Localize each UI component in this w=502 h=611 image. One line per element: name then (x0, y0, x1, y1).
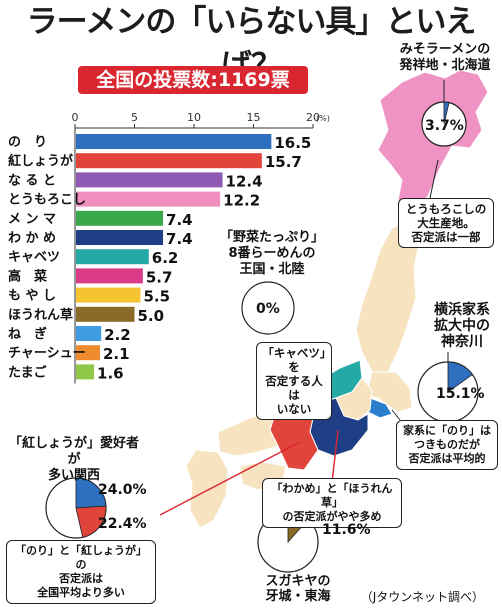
source-note: （Jタウンネット調べ） (360, 590, 484, 604)
value-label: 12.4 (226, 172, 263, 190)
kanagawa-pie (417, 361, 479, 423)
category-label: 高 菜 (8, 268, 47, 284)
category-label: とうもろこし (8, 193, 86, 208)
kanagawa-note: 家系に「のり」は つきものだが 否定派は平均的 (396, 420, 498, 470)
x-tick-label: 5 (131, 111, 138, 124)
bar (76, 230, 164, 245)
value-label: 7.4 (166, 230, 193, 248)
value-label: 6.2 (152, 249, 179, 267)
hokuriku-note: 「キャベツ」を 否定する人は いない (256, 342, 332, 420)
x-tick-label: 0 (72, 111, 79, 124)
bar-chart-axis: 0 5 10 15 20(%) (72, 111, 330, 384)
category-label: ね ぎ (8, 326, 47, 342)
category-label: 紅しょうが (8, 153, 73, 169)
kanagawa-label: 横浜家系 拡大中の 神奈川 (434, 302, 490, 350)
category-label: の り (8, 135, 47, 150)
bar (76, 153, 262, 169)
bar (76, 306, 135, 322)
value-label: 16.5 (274, 134, 311, 152)
value-label: 5.0 (138, 307, 165, 325)
bar (76, 326, 102, 341)
category-label: も や し (8, 289, 56, 304)
hokkaido-pct: 3.7% (425, 118, 464, 134)
category-label: ほうれん草 (8, 307, 73, 323)
bar (76, 249, 149, 265)
value-label: 15.7 (265, 153, 302, 171)
hokuriku-label: 「野菜たっぷり」 8番らーめんの 王国・北陸 (219, 230, 324, 277)
tokai-pct: 11.6% (322, 522, 371, 538)
kansai-note: 「のり」と「紅しょうが」の 否定派は 全国平均より多い (6, 540, 156, 604)
bar (76, 134, 272, 149)
value-label: 12.2 (223, 192, 260, 210)
map-kyushu (185, 449, 229, 529)
hokuriku-pct: 0% (256, 301, 280, 317)
kansai-pct-nori: 24.0% (98, 482, 147, 498)
hokkaido-pie-slice (443, 101, 450, 125)
bar (76, 287, 141, 303)
bar (76, 364, 95, 380)
hokkaido-pie (421, 101, 467, 147)
chart-title-banner: 全国の投票数:1169票 (78, 66, 308, 94)
bar (76, 268, 143, 284)
bar (76, 345, 100, 361)
x-tick-label: 10 (187, 111, 201, 124)
kansai-pie-slice (75, 477, 107, 509)
category-label: メ ン マ (8, 212, 56, 227)
value-label: 1.6 (97, 364, 124, 382)
hokuriku-pie-base (241, 281, 295, 335)
kansai-pie (45, 477, 107, 539)
value-label: 2.2 (104, 326, 131, 344)
x-tick-label: 20 (306, 111, 320, 124)
kansai-pie-slice (75, 505, 107, 538)
kanagawa-pct: 15.1% (436, 386, 485, 402)
kanagawa-pie-slice (447, 361, 473, 393)
category-label: チャーシュー (8, 346, 86, 361)
x-tick-label: 15 (247, 111, 261, 124)
value-label: 7.4 (166, 211, 193, 229)
tokai-note: 「わかめ」と「ほうれん草」 の否定派がやや多め (262, 478, 402, 528)
hokkaido-label: みそラーメンの 発祥地・北海道 (399, 42, 491, 73)
value-label: 5.5 (143, 288, 170, 306)
bar (76, 210, 164, 226)
bar-chart-bars: の り 16.5 紅しょうが 15.7 な る と 12.4 とうもろこし 12.2 メ ン マ… (8, 134, 311, 382)
value-label: 2.1 (103, 345, 130, 363)
category-label: たまご (8, 364, 48, 380)
bar (76, 191, 221, 207)
kansai-label: 「紅しょうが」愛好者が 多い関西 (8, 436, 139, 483)
x-axis-unit: (%) (316, 114, 330, 123)
hokuriku-pie (241, 281, 295, 335)
kansai-pct-beni: 22.4% (98, 516, 147, 532)
hokkaido-note: とうもろこしの 大生産地。 否定派は一部 (398, 198, 494, 248)
category-label: な る と (8, 173, 56, 188)
tokai-label: スガキヤの 牙城・東海 (265, 574, 331, 604)
bar (76, 172, 223, 188)
category-label: わ か め (8, 231, 56, 246)
value-label: 5.7 (146, 268, 173, 286)
category-label: キャベツ (8, 250, 60, 265)
